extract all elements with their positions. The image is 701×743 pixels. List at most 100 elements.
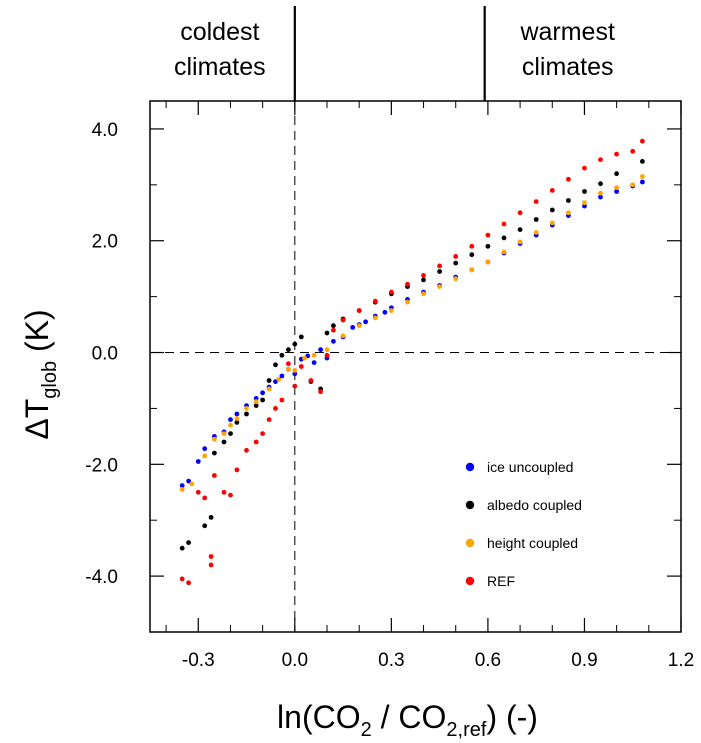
data-point bbox=[549, 207, 555, 213]
data-point bbox=[212, 450, 217, 456]
data-point bbox=[614, 189, 619, 194]
data-point bbox=[234, 420, 240, 425]
data-point bbox=[533, 230, 539, 235]
data-point bbox=[640, 159, 645, 164]
data-point bbox=[189, 481, 195, 487]
data-point bbox=[186, 540, 192, 545]
data-point bbox=[331, 327, 336, 333]
legend-marker bbox=[465, 462, 475, 472]
data-point bbox=[234, 416, 240, 421]
legend-marker bbox=[465, 576, 475, 586]
data-point bbox=[276, 377, 282, 382]
data-point bbox=[260, 397, 265, 403]
data-point bbox=[640, 174, 645, 179]
data-point bbox=[469, 243, 475, 249]
region-label-1-line-0: warmest bbox=[519, 18, 615, 46]
legend-marker bbox=[465, 538, 475, 548]
data-point bbox=[279, 352, 285, 358]
data-point bbox=[640, 179, 645, 185]
series-ref bbox=[179, 138, 645, 586]
data-point bbox=[208, 562, 214, 568]
x-title-sub-1: 2 bbox=[361, 719, 372, 741]
data-point bbox=[286, 366, 291, 372]
y-tick-label: -4.0 bbox=[85, 567, 118, 588]
data-point bbox=[469, 252, 475, 258]
data-point bbox=[234, 467, 240, 473]
x-axis-title: ln(CO2 / CO2,ref) (-) bbox=[277, 699, 538, 741]
data-point bbox=[228, 431, 233, 436]
data-point bbox=[253, 396, 259, 401]
data-point bbox=[179, 487, 185, 492]
data-point bbox=[517, 210, 523, 216]
data-point bbox=[221, 439, 227, 445]
data-point bbox=[324, 347, 330, 353]
data-point bbox=[244, 447, 249, 453]
data-point bbox=[533, 217, 539, 222]
y-tick-label: 2.0 bbox=[92, 232, 118, 253]
data-point bbox=[292, 383, 298, 389]
data-point bbox=[260, 390, 265, 396]
region-label-1-line-1: climates bbox=[522, 53, 614, 81]
data-point bbox=[421, 273, 426, 278]
data-point bbox=[382, 309, 388, 315]
region-label-0-line-1: climates bbox=[174, 53, 266, 81]
data-point bbox=[421, 277, 426, 283]
data-point bbox=[221, 431, 227, 436]
data-point bbox=[566, 176, 571, 182]
data-point bbox=[266, 417, 272, 422]
data-point bbox=[292, 371, 298, 377]
data-point bbox=[311, 352, 317, 358]
x-tick-label: 1.2 bbox=[668, 650, 694, 671]
data-point bbox=[202, 523, 208, 529]
data-point bbox=[405, 299, 410, 305]
data-point bbox=[485, 243, 491, 249]
data-point bbox=[614, 151, 619, 157]
data-point bbox=[302, 355, 307, 361]
data-point bbox=[598, 181, 603, 187]
data-point bbox=[292, 341, 298, 347]
x-title-mid: / CO bbox=[372, 699, 447, 735]
plot-frame bbox=[149, 100, 682, 633]
data-point bbox=[298, 334, 304, 340]
data-point bbox=[179, 576, 185, 582]
data-point bbox=[331, 323, 336, 329]
y-title-sub: glob bbox=[39, 361, 61, 399]
data-point bbox=[286, 347, 291, 353]
data-point bbox=[356, 308, 362, 313]
data-point bbox=[549, 188, 555, 193]
data-point bbox=[244, 406, 249, 411]
data-point bbox=[208, 515, 214, 520]
legend-label: REF bbox=[487, 573, 515, 589]
data-point bbox=[311, 360, 317, 365]
legend-label: height coupled bbox=[487, 535, 578, 551]
axis-ticks: -0.3 0.0 0.3 0.6 0.9 1.2 -4.0 -2.0 0.0 2.0 4.0 bbox=[85, 101, 694, 671]
data-point bbox=[179, 545, 185, 551]
data-point bbox=[324, 352, 330, 358]
data-point bbox=[453, 260, 459, 266]
data-point bbox=[308, 378, 314, 383]
data-point bbox=[331, 338, 336, 344]
top-region-labels: coldest climates warmest climates bbox=[174, 6, 615, 101]
data-point bbox=[372, 298, 378, 304]
data-point bbox=[202, 446, 208, 452]
data-point bbox=[253, 403, 259, 408]
data-point bbox=[279, 397, 285, 403]
data-point bbox=[298, 364, 304, 369]
region-label-0-line-0: coldest bbox=[180, 18, 259, 46]
data-point bbox=[389, 308, 394, 313]
data-point bbox=[501, 235, 507, 241]
legend: ice uncoupled albedo coupled height couple… bbox=[465, 459, 582, 589]
data-point bbox=[260, 431, 265, 436]
data-point bbox=[501, 221, 507, 227]
data-point bbox=[266, 378, 272, 383]
data-point bbox=[566, 198, 571, 203]
data-point bbox=[202, 453, 208, 459]
x-tick-label: 0.9 bbox=[571, 650, 597, 671]
data-point bbox=[228, 417, 233, 422]
data-point bbox=[221, 489, 227, 495]
y-axis-title: ΔTglob (K) bbox=[19, 309, 61, 439]
data-point bbox=[501, 249, 507, 255]
data-point bbox=[179, 483, 185, 488]
data-point bbox=[485, 232, 491, 238]
